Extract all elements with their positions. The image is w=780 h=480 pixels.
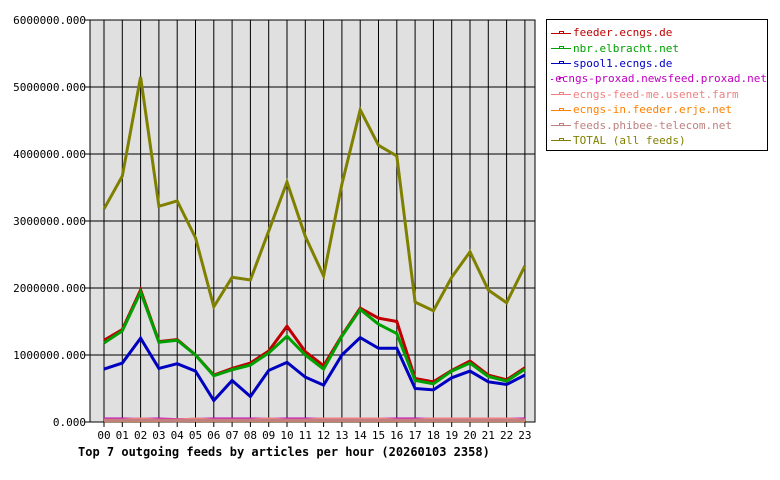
x-tick-label: 20: [463, 429, 476, 442]
x-tick-label: 19: [445, 429, 458, 442]
chart-title: Top 7 outgoing feeds by articles per hou…: [78, 445, 490, 459]
x-tick-label: 14: [354, 429, 368, 442]
legend-label: ecngs-feed-me.usenet.farm: [573, 87, 739, 101]
legend-swatch-icon: [551, 29, 571, 37]
x-tick-label: 10: [280, 429, 293, 442]
legend-item: feeds.phibee-telecom.net: [551, 117, 767, 132]
y-tick-label: 6000000.000: [13, 14, 86, 27]
y-tick-label: 4000000.000: [13, 148, 86, 161]
x-axis-ticks: 00 01 02 03 04 05 06 07 08 09 10 11 12 13 14 15 16 17 18 19…: [97, 422, 532, 442]
legend-label: spool1.ecngs.de: [573, 56, 673, 70]
legend-label: nbr.elbracht.net: [573, 41, 679, 55]
legend-label: TOTAL (all feeds): [573, 133, 686, 147]
legend-item: ecngs-feed-me.usenet.farm: [551, 87, 767, 102]
x-tick-label: 18: [427, 429, 440, 442]
y-axis-ticks: 0.000 1000000.000 2000000.000 3000000.000 40…: [13, 14, 90, 429]
legend-swatch-icon: [551, 136, 571, 144]
legend-swatch-icon: [551, 121, 571, 129]
x-tick-label: 16: [390, 429, 403, 442]
x-tick-label: 22: [500, 429, 513, 442]
y-tick-label: 3000000.000: [13, 215, 86, 228]
legend-swatch-icon: [551, 106, 571, 114]
legend-label: ecngs-in.feeder.erje.net: [573, 103, 732, 117]
series-line: [103, 288, 526, 386]
x-tick-label: 03: [152, 429, 165, 442]
legend-swatch-icon: [551, 90, 571, 98]
y-tick-label: 0.000: [53, 416, 86, 429]
legend-item: TOTAL (all feeds): [551, 133, 767, 148]
legend: feeder.ecngs.de nbr.elbracht.net spool1.ec…: [546, 19, 768, 151]
x-tick-label: 01: [116, 429, 129, 442]
legend-label: feeder.ecngs.de: [573, 26, 673, 40]
x-tick-label: 12: [317, 429, 330, 442]
x-tick-label: 05: [189, 429, 202, 442]
x-tick-label: 11: [299, 429, 312, 442]
x-tick-label: 09: [262, 429, 275, 442]
legend-item: spool1.ecngs.de: [551, 56, 767, 71]
legend-item: ecngs-proxad.newsfeed.proxad.net: [551, 71, 767, 86]
legend-label: feeds.phibee-telecom.net: [573, 118, 732, 132]
legend-swatch-icon: [551, 75, 565, 83]
legend-swatch-icon: [551, 59, 571, 67]
legend-item: feeder.ecngs.de: [551, 25, 767, 40]
x-tick-label: 17: [408, 429, 421, 442]
x-tick-label: 21: [482, 429, 495, 442]
x-tick-label: 00: [97, 429, 110, 442]
series-line: [103, 335, 526, 404]
x-tick-label: 06: [207, 429, 220, 442]
x-tick-label: 08: [244, 429, 257, 442]
x-tick-label: 13: [335, 429, 348, 442]
y-tick-label: 2000000.000: [13, 282, 86, 295]
x-tick-label: 23: [518, 429, 531, 442]
x-tick-label: 02: [134, 429, 147, 442]
legend-label: ecngs-proxad.newsfeed.proxad.net: [555, 72, 767, 86]
x-tick-label: 15: [372, 429, 385, 442]
x-tick-label: 07: [225, 429, 238, 442]
series-lines: [102, 76, 527, 423]
x-tick-label: 04: [171, 429, 185, 442]
y-tick-label: 1000000.000: [13, 349, 86, 362]
legend-swatch-icon: [551, 44, 571, 52]
legend-item: nbr.elbracht.net: [551, 40, 767, 55]
series-line: [102, 76, 527, 313]
legend-item: ecngs-in.feeder.erje.net: [551, 102, 767, 117]
y-tick-label: 5000000.000: [13, 81, 86, 94]
